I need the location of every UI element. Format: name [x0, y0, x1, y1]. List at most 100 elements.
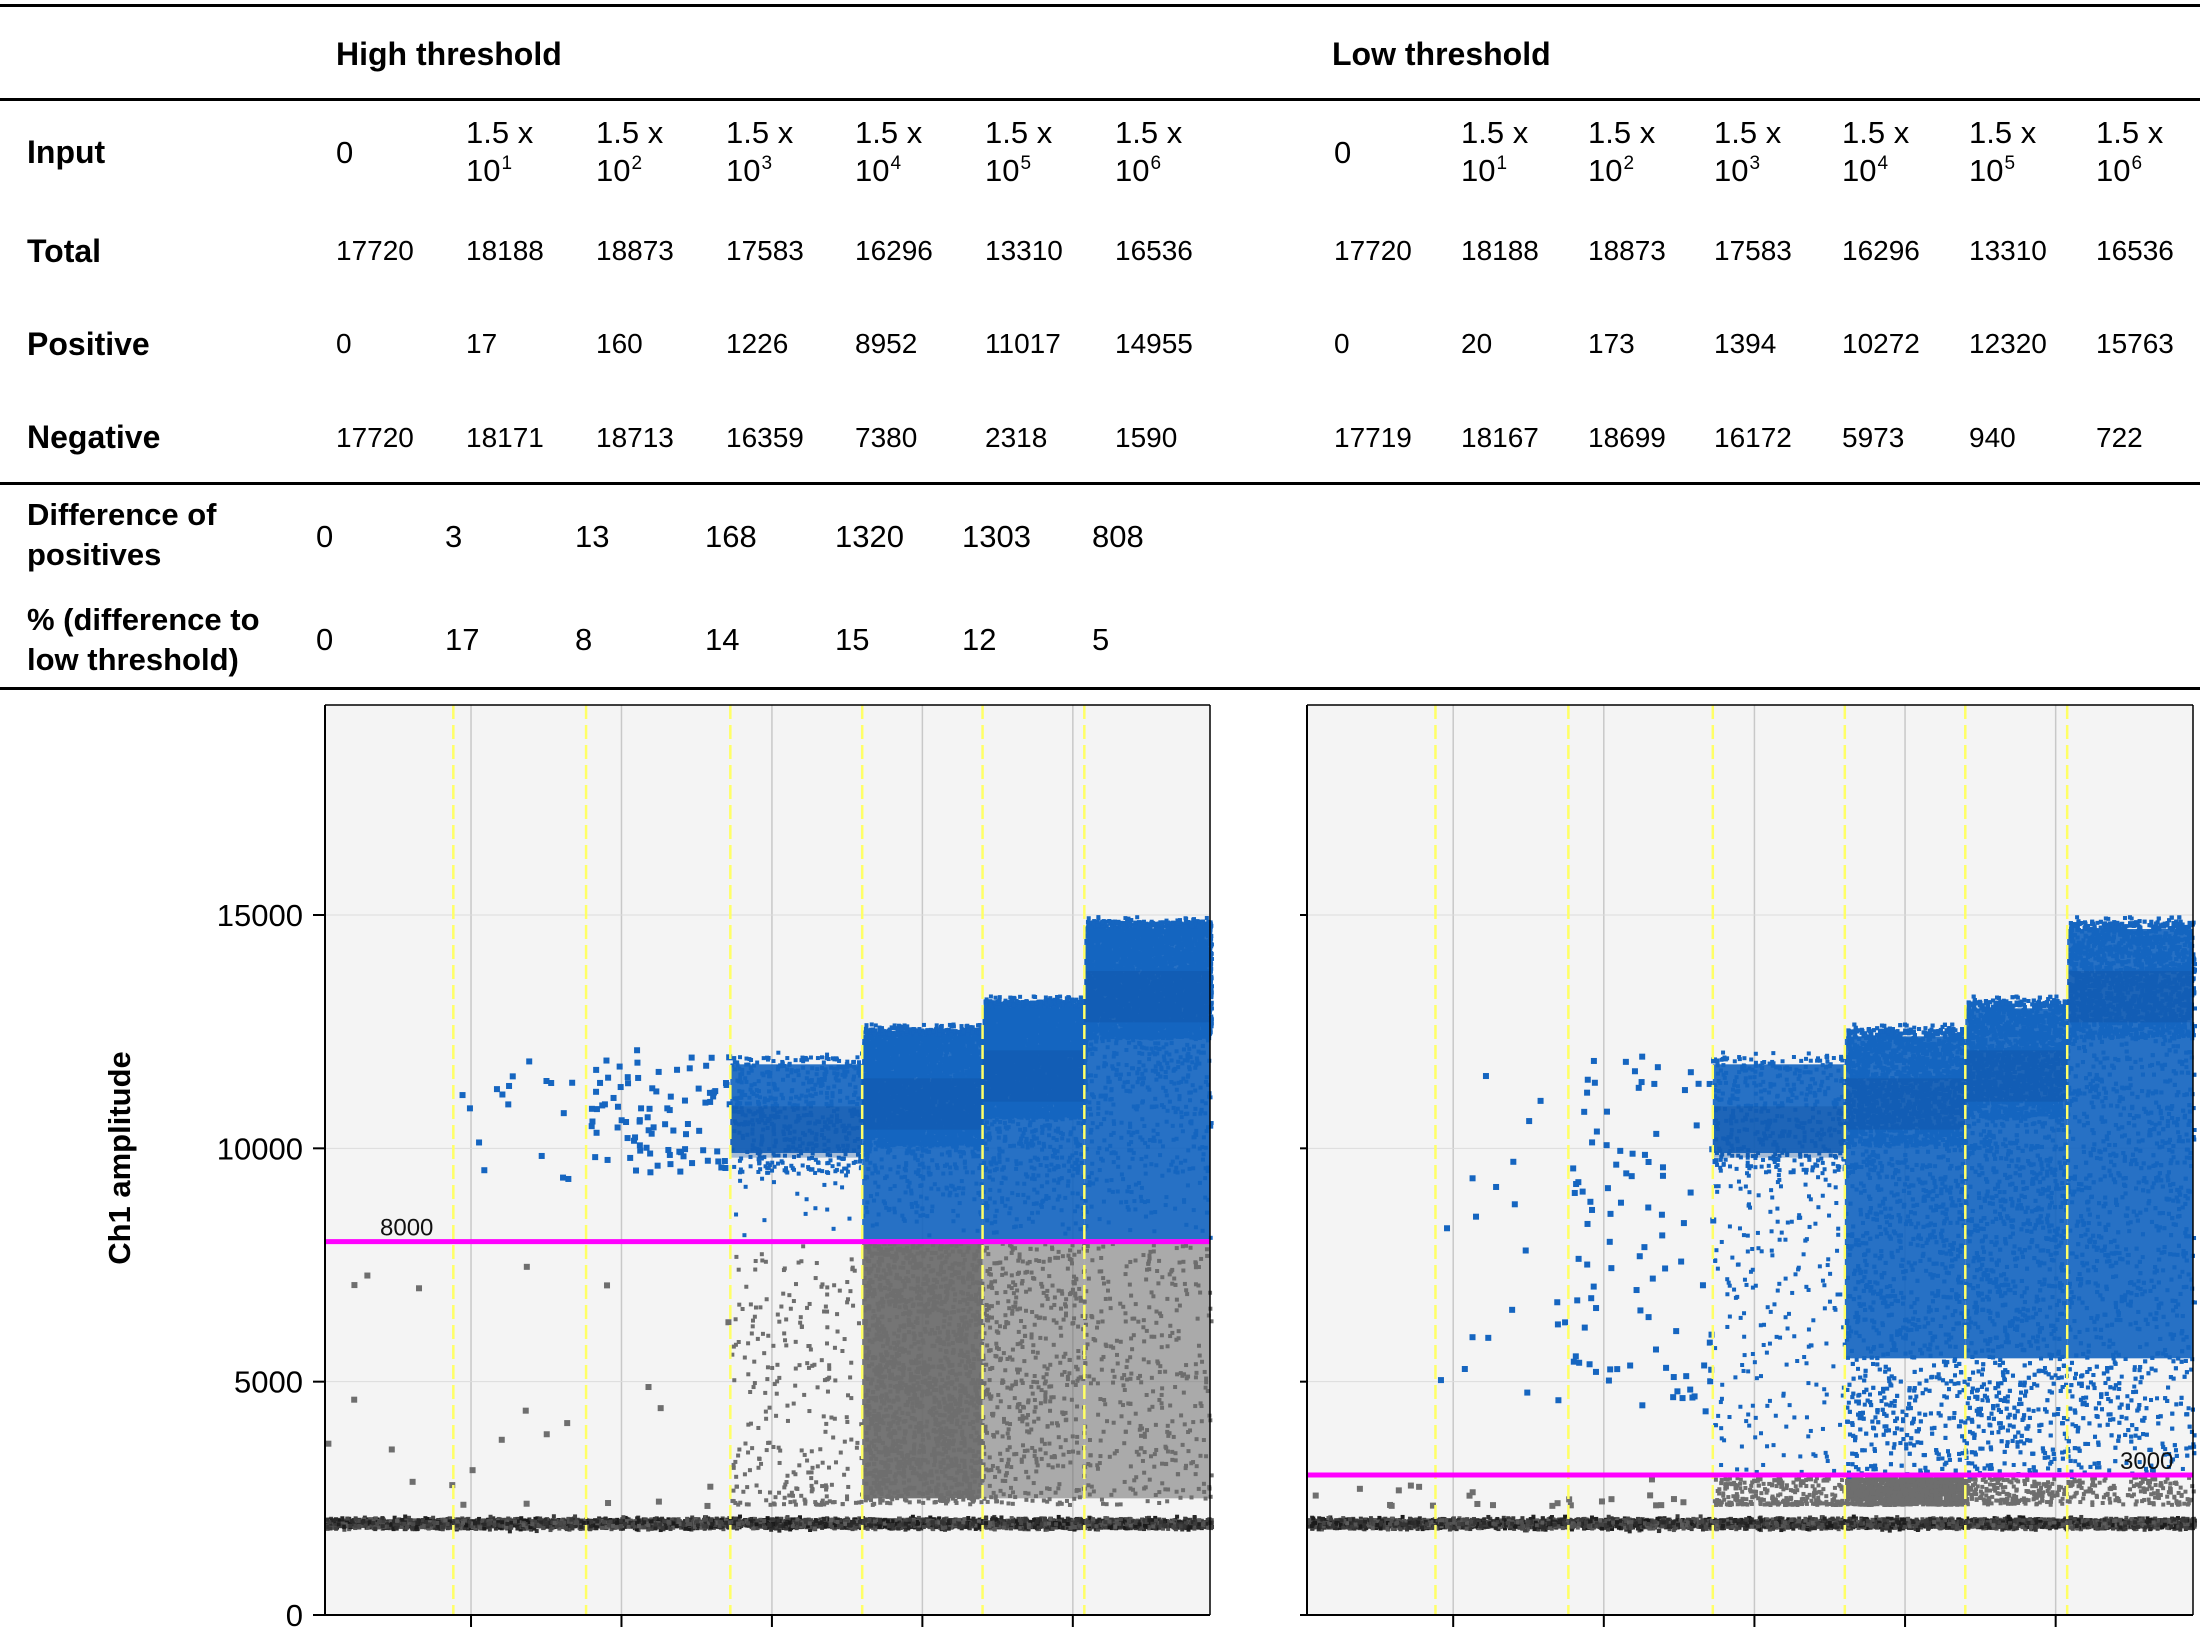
negative-band-droplet: [340, 1521, 345, 1526]
negative-band-droplet: [435, 1523, 440, 1528]
negative-band-droplet: [649, 1519, 654, 1524]
negative-band-droplet: [337, 1518, 342, 1523]
negative-band-droplet: [666, 1519, 671, 1524]
negative-band-droplet: [695, 1523, 700, 1528]
negative-band-droplet: [550, 1520, 555, 1525]
negative-band-droplet: [428, 1522, 433, 1527]
negative-band-droplet: [544, 1521, 549, 1526]
negative-band-droplet: [530, 1522, 535, 1527]
negative-band-droplet: [971, 1517, 976, 1522]
negative-band-droplet: [420, 1523, 425, 1528]
negative-band-droplet: [458, 1517, 463, 1522]
negative-cell-low: 940: [1969, 422, 2016, 454]
negative-band-droplet: [1054, 1522, 1059, 1527]
negative-band-droplet: [473, 1525, 478, 1530]
total-cell-low: 13310: [1969, 235, 2047, 267]
negative-band-droplet: [926, 1522, 931, 1527]
negative-band-droplet: [536, 1523, 541, 1528]
negative-band-droplet: [973, 1526, 978, 1531]
negative-band-droplet: [432, 1520, 437, 1525]
negative-band-droplet: [350, 1524, 355, 1529]
negative-band-droplet: [615, 1520, 620, 1525]
negative-band-droplet: [328, 1526, 333, 1531]
positive-cell-low: 12320: [1969, 328, 2047, 360]
negative-band-droplet: [710, 1522, 715, 1527]
negative-band-droplet: [910, 1521, 915, 1526]
negative-band-droplet: [885, 1519, 890, 1524]
positive-cell-high: 160: [596, 328, 643, 360]
negative-band-droplet: [512, 1519, 517, 1524]
negative-band-droplet: [551, 1514, 556, 1519]
negative-band-droplet: [455, 1519, 460, 1524]
group-header-low: Low threshold: [1332, 36, 1551, 73]
negative-band-droplet: [533, 1519, 538, 1524]
negative-band-droplet: [802, 1523, 807, 1528]
negative-cell-low: 722: [2096, 422, 2143, 454]
negative-cell-high: 2318: [985, 422, 1047, 454]
negative-band-droplet: [790, 1524, 795, 1529]
negative-band-droplet: [554, 1524, 559, 1529]
negative-band-droplet: [952, 1519, 957, 1524]
row-label-negative: Negative: [27, 419, 160, 456]
negative-band-droplet: [638, 1518, 643, 1523]
negative-band-droplet: [653, 1522, 658, 1527]
negative-band-droplet: [482, 1526, 487, 1531]
total-cell-high: 16536: [1115, 235, 1193, 267]
negative-band-droplet: [488, 1520, 493, 1525]
negative-band-droplet: [1010, 1519, 1015, 1524]
negative-band-droplet: [441, 1525, 446, 1530]
negative-band-droplet: [588, 1524, 593, 1529]
input-cell-high: 1.5 x 104: [855, 114, 922, 195]
negative-band-droplet: [486, 1518, 491, 1523]
negative-band-droplet: [642, 1520, 647, 1525]
negative-band-droplet: [869, 1523, 874, 1528]
negative-band-droplet: [566, 1516, 571, 1521]
negative-band-droplet: [492, 1522, 497, 1527]
positive-cell-low: 10272: [1842, 328, 1920, 360]
negative-band-droplet: [332, 1518, 337, 1523]
input-cell-low: 1.5 x 102: [1588, 114, 1655, 195]
negative-band-droplet: [395, 1518, 400, 1523]
negative-band-droplet: [410, 1526, 415, 1531]
negative-band-droplet: [357, 1523, 362, 1528]
negative-band-droplet: [488, 1514, 493, 1519]
total-cell-high: 16296: [855, 235, 933, 267]
negative-band-droplet: [509, 1520, 514, 1525]
negative-band-droplet: [606, 1522, 611, 1527]
negative-band-droplet: [943, 1525, 948, 1530]
negative-band-droplet: [668, 1527, 673, 1532]
negative-band-droplet: [540, 1523, 545, 1528]
negative-band-droplet: [561, 1522, 566, 1527]
total-cell-high: 18188: [466, 235, 544, 267]
negative-band-droplet: [365, 1525, 370, 1530]
negative-band-droplet: [959, 1524, 964, 1529]
total-cell-low: 17720: [1334, 235, 1412, 267]
negative-band-droplet: [618, 1523, 623, 1528]
negative-band-droplet: [961, 1520, 966, 1525]
negative-band-droplet: [602, 1520, 607, 1525]
negative-band-droplet: [575, 1520, 580, 1525]
negative-band-droplet: [504, 1524, 509, 1529]
negative-band-droplet: [341, 1524, 346, 1529]
negative-band-droplet: [422, 1523, 427, 1528]
positive-cell-high: 8952: [855, 328, 917, 360]
negative-band-droplet: [1062, 1518, 1067, 1523]
negative-band-droplet: [482, 1522, 487, 1527]
total-cell-low: 18873: [1588, 235, 1666, 267]
negative-band-droplet: [988, 1521, 993, 1526]
negative-band-droplet: [345, 1519, 350, 1524]
positive-cell-low: 0: [1334, 328, 1350, 360]
negative-band-droplet: [356, 1518, 361, 1523]
negative-band-droplet: [522, 1526, 527, 1531]
negative-band-droplet: [1001, 1525, 1006, 1530]
negative-band-droplet: [467, 1524, 472, 1529]
negative-band-droplet: [653, 1526, 658, 1531]
negative-band-droplet: [350, 1519, 355, 1524]
negative-band-droplet: [367, 1520, 372, 1525]
difference-cell: 3: [445, 519, 462, 555]
negative-band-droplet: [872, 1519, 877, 1524]
negative-band-droplet: [501, 1518, 506, 1523]
negative-band-droplet: [425, 1522, 430, 1527]
negative-band-droplet: [348, 1523, 353, 1528]
